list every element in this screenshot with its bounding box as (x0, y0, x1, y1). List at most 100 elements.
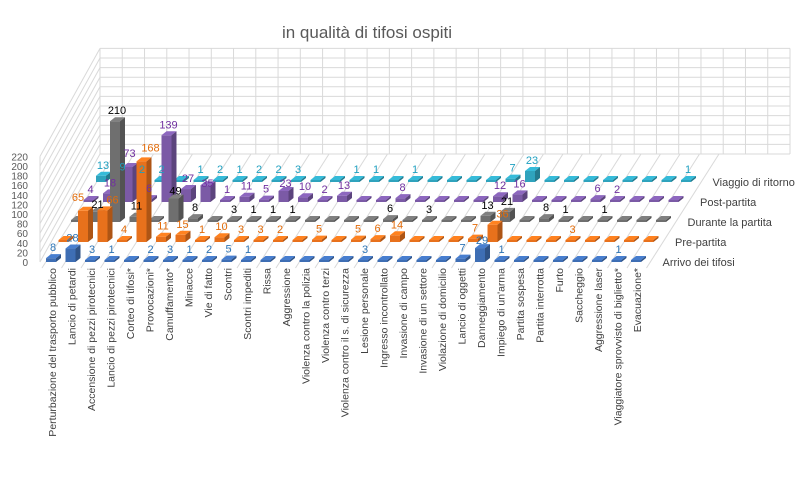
data-label: 13 (97, 160, 109, 172)
bar-side (75, 244, 81, 262)
bar-front (369, 180, 379, 182)
bar (202, 256, 217, 262)
bar (83, 196, 99, 202)
bar-front (246, 220, 257, 222)
bar-front (461, 220, 471, 222)
bar-side (159, 216, 164, 222)
bar-front (227, 220, 237, 222)
bar-side (568, 216, 574, 222)
gridline (548, 153, 622, 269)
data-label: 7 (472, 223, 478, 235)
bar (475, 244, 490, 262)
bar-front (239, 196, 250, 202)
bar (643, 236, 659, 242)
bar (661, 176, 677, 182)
bar-front (292, 240, 303, 242)
bar (494, 256, 510, 262)
bar (583, 176, 599, 182)
bar-front (344, 220, 354, 222)
bar-side (412, 216, 418, 222)
bar (221, 255, 237, 262)
gridline (451, 153, 525, 269)
x-tick-label: Violenza contro terzi (320, 268, 332, 363)
data-label: 29 (476, 235, 488, 247)
bar-front (331, 240, 342, 242)
gridline (39, 96, 101, 205)
bar-side (652, 176, 657, 182)
bar-front (195, 240, 205, 242)
bar (149, 216, 164, 222)
bar-side (242, 176, 248, 182)
data-label: 14 (391, 219, 403, 231)
bar (629, 196, 645, 202)
bar (324, 216, 340, 222)
bar (551, 196, 567, 202)
bar (636, 216, 652, 222)
bar (193, 176, 209, 182)
x-tick-label: Furto (554, 268, 566, 293)
bar-front (285, 220, 296, 222)
series-label: Durante la partita (688, 217, 773, 229)
bar (97, 206, 113, 242)
bar-front (90, 211, 101, 222)
bar-front (85, 260, 95, 262)
bar (96, 171, 111, 182)
data-label: 2 (139, 164, 145, 176)
data-label: 21 (501, 196, 513, 208)
bar-side (302, 236, 308, 242)
bar-front (487, 224, 498, 242)
bar-side (153, 256, 159, 262)
bar-front (213, 180, 223, 182)
bar (526, 236, 542, 242)
bar-front (590, 199, 601, 202)
bar-side (269, 195, 274, 202)
data-label: 2 (256, 164, 262, 176)
gridline (412, 153, 486, 269)
bar-side (418, 176, 423, 182)
bar-side (191, 185, 196, 202)
bar (252, 176, 267, 182)
bar-side (262, 176, 267, 182)
bar-front (642, 180, 652, 182)
bar-side (251, 256, 256, 262)
bar (78, 206, 93, 242)
bar-front (572, 260, 583, 262)
gridline (275, 153, 349, 269)
bar-side (393, 215, 398, 222)
gridline (39, 153, 101, 263)
bar-side (368, 256, 373, 262)
bar (603, 176, 618, 182)
bar (271, 176, 287, 182)
bar (338, 256, 354, 262)
bar-side (68, 236, 74, 242)
bar-front (636, 220, 647, 222)
bar-front (546, 240, 556, 242)
bar (370, 235, 386, 242)
bar-top (455, 254, 471, 259)
bar (505, 174, 521, 182)
x-tick-label: Lesione personale (359, 268, 371, 354)
bar (104, 256, 120, 262)
bar-side (301, 176, 306, 182)
bar-side (504, 256, 510, 262)
bar (143, 256, 159, 262)
bar-front (622, 180, 633, 182)
data-label: 1 (236, 164, 242, 176)
bar-side (444, 196, 450, 202)
bar-front (441, 220, 452, 222)
y-tick-label: 140 (11, 191, 28, 202)
bar-front (122, 166, 133, 202)
bar-front (624, 240, 634, 242)
series-label: Pre-partita (675, 237, 727, 249)
bar-side (582, 256, 588, 262)
bar-front (448, 240, 459, 242)
data-label: 4 (87, 184, 93, 196)
gridline (39, 57, 101, 167)
data-label: 5 (355, 224, 361, 236)
bar-front (486, 180, 496, 182)
bar-front (312, 239, 322, 242)
bar (565, 236, 581, 242)
bar-side (653, 236, 659, 242)
bar-front (117, 240, 127, 242)
